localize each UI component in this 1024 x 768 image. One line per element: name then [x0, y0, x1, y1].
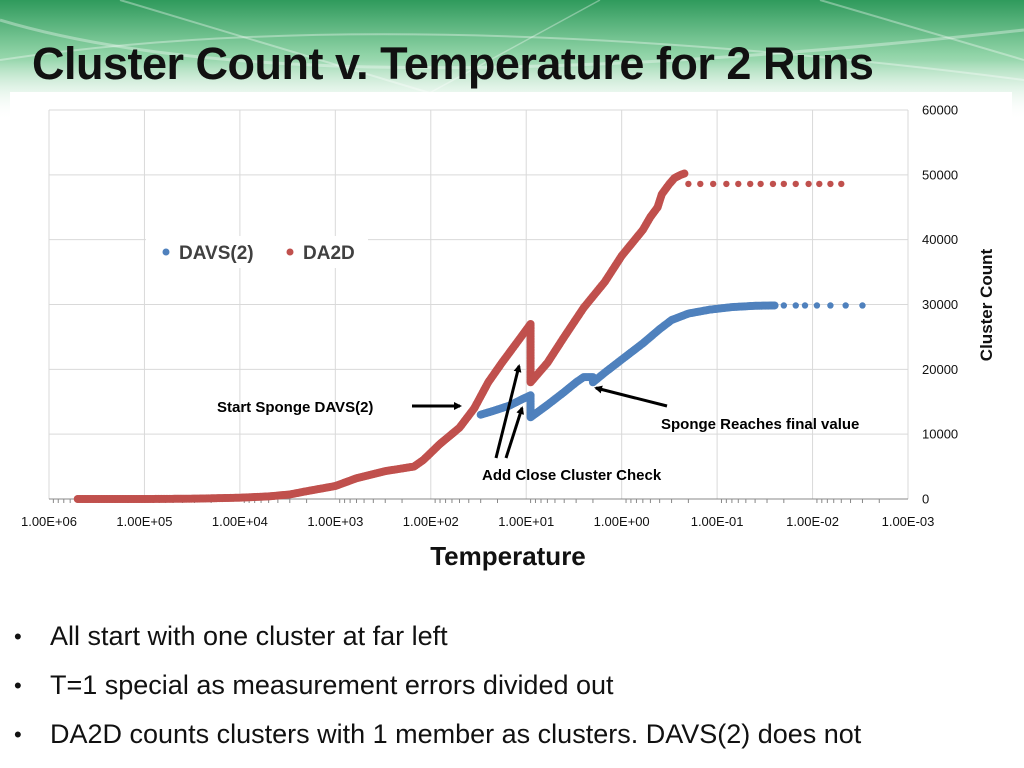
x-tick-label: 1.00E-03: [882, 514, 935, 529]
chart-legend: DAVS(2) DA2D: [146, 236, 368, 268]
x-tick-label: 1.00E+05: [116, 514, 172, 529]
legend-marker-davs: [162, 248, 170, 256]
annotation-arrow-close-cluster-1: [494, 364, 522, 459]
annotation-sponge-final: Sponge Reaches final value: [661, 416, 859, 433]
legend-box: [146, 236, 368, 268]
legend-marker-da2d: [286, 248, 294, 256]
data-point: [813, 302, 821, 309]
y-tick-label: 40000: [922, 232, 958, 247]
data-point: [780, 180, 788, 188]
data-point: [827, 302, 834, 309]
chart-series: [73, 169, 866, 503]
data-point: [747, 180, 754, 188]
data-point: [723, 180, 730, 188]
y-tick-label: 20000: [922, 362, 958, 377]
bullet-icon: •: [14, 624, 22, 649]
x-tick-label: 1.00E+02: [403, 514, 459, 529]
x-tick-label: 1.00E+01: [498, 514, 554, 529]
bullet-item: • T=1 special as measurement errors divid…: [14, 661, 861, 710]
y-axis-label: Cluster Count: [977, 248, 996, 361]
x-tick-labels: 1.00E+06 1.00E+05 1.00E+04 1.00E+03 1.00E+02…: [21, 514, 934, 529]
y-tick-label: 30000: [922, 297, 958, 312]
data-point: [792, 302, 799, 309]
data-point: [697, 180, 704, 188]
data-point: [801, 302, 809, 309]
y-tick-label: 60000: [922, 103, 958, 118]
legend-label-da2d: DA2D: [303, 243, 355, 264]
x-tick-label: 1.00E+03: [307, 514, 363, 529]
data-point: [685, 180, 692, 188]
series-da2d: [73, 169, 845, 503]
y-tick-label: 10000: [922, 427, 958, 442]
x-axis-label: Temperature: [430, 541, 586, 571]
x-tick-label: 1.00E-02: [786, 514, 839, 529]
bullet-item: • All start with one cluster at far left: [14, 612, 861, 661]
bullet-text: T=1 special as measurement errors divide…: [50, 670, 614, 700]
x-tick-label: 1.00E+06: [21, 514, 77, 529]
bullet-list: • All start with one cluster at far left …: [14, 612, 861, 759]
slide-title: Cluster Count v. Temperature for 2 Runs: [32, 38, 874, 89]
data-point: [842, 302, 849, 309]
bullet-item: • DA2D counts clusters with 1 member as c…: [14, 710, 861, 759]
annotation-arrow-close-cluster-2: [504, 406, 524, 459]
data-point: [769, 180, 777, 188]
data-point: [780, 302, 788, 309]
y-tick-labels: 0 10000 20000 30000 40000 50000 60000: [922, 103, 958, 507]
annotation-add-close-cluster: Add Close Cluster Check: [482, 467, 662, 484]
bullet-icon: •: [14, 722, 22, 747]
data-point: [757, 180, 764, 188]
annotation-start-sponge: Start Sponge DAVS(2): [217, 399, 373, 416]
x-tick-label: 1.00E+00: [594, 514, 650, 529]
data-point: [770, 301, 779, 310]
data-point: [735, 180, 742, 188]
x-tick-label: 1.00E-01: [691, 514, 744, 529]
series-davs-2: [476, 301, 866, 422]
y-tick-label: 50000: [922, 167, 958, 182]
data-point: [838, 180, 845, 188]
data-point: [709, 180, 717, 188]
y-tick-label: 0: [922, 492, 929, 507]
chart-grid: [48, 109, 909, 503]
bullet-text: All start with one cluster at far left: [50, 621, 448, 651]
annotations: Start Sponge DAVS(2) Add Close Cluster C…: [217, 364, 859, 484]
data-point: [805, 180, 812, 188]
data-point: [827, 180, 834, 188]
bullet-icon: •: [14, 673, 22, 698]
annotation-arrow-sponge-final: [594, 385, 668, 408]
data-point: [792, 180, 799, 188]
bullet-text: DA2D counts clusters with 1 member as cl…: [50, 719, 862, 749]
data-point: [859, 302, 866, 309]
data-point: [680, 169, 689, 178]
legend-label-davs: DAVS(2): [179, 243, 254, 264]
data-point: [816, 180, 823, 188]
x-tick-label: 1.00E+04: [212, 514, 268, 529]
